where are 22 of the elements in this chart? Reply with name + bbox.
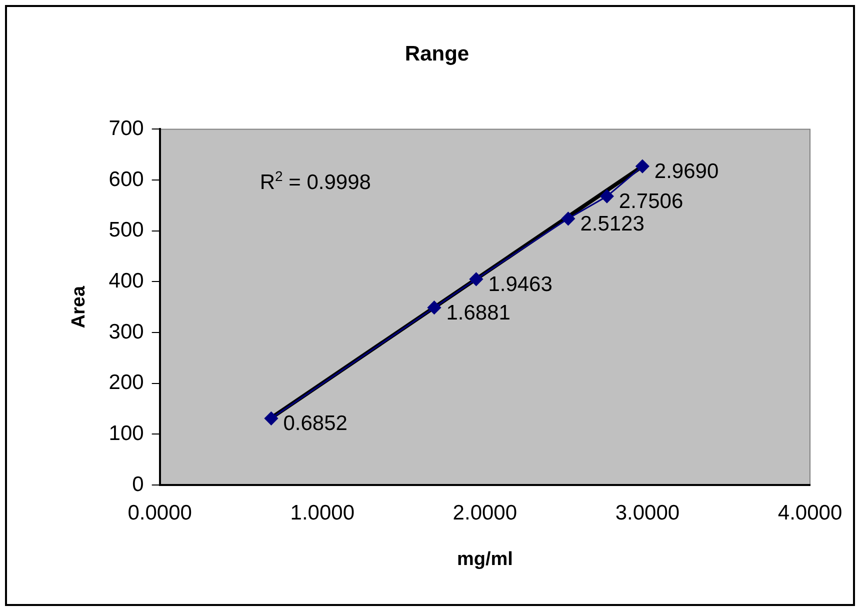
chart-title: Range — [404, 42, 470, 66]
annotation: 1.9463 — [488, 272, 552, 296]
y-tick-label: 100 — [108, 422, 144, 445]
x-axis-title: mg/ml — [456, 548, 513, 570]
y-tick-label: 400 — [108, 269, 144, 292]
x-tick-label: 0.0000 — [128, 501, 192, 524]
x-tick-label: 3.0000 — [615, 501, 680, 524]
y-tick-label: 0 — [132, 472, 144, 496]
x-tick-label: 4.0000 — [778, 501, 842, 524]
y-axis-title: Area — [68, 286, 90, 328]
annotation: 1.6881 — [446, 301, 510, 324]
y-tick-label: 500 — [108, 218, 144, 242]
x-tick-label: 1.0000 — [290, 501, 354, 524]
annotation: 2.7506 — [618, 190, 684, 214]
y-tick-label: 300 — [108, 320, 144, 344]
x-tick-label: 2.0000 — [452, 501, 518, 524]
y-tick-label: 700 — [108, 116, 144, 140]
annotation: 2.9690 — [654, 160, 719, 184]
y-tick-label: 200 — [108, 371, 144, 394]
annotation: 2.5123 — [580, 212, 644, 236]
annotation: 0.6852 — [283, 412, 348, 436]
y-tick-label: 600 — [108, 168, 144, 191]
